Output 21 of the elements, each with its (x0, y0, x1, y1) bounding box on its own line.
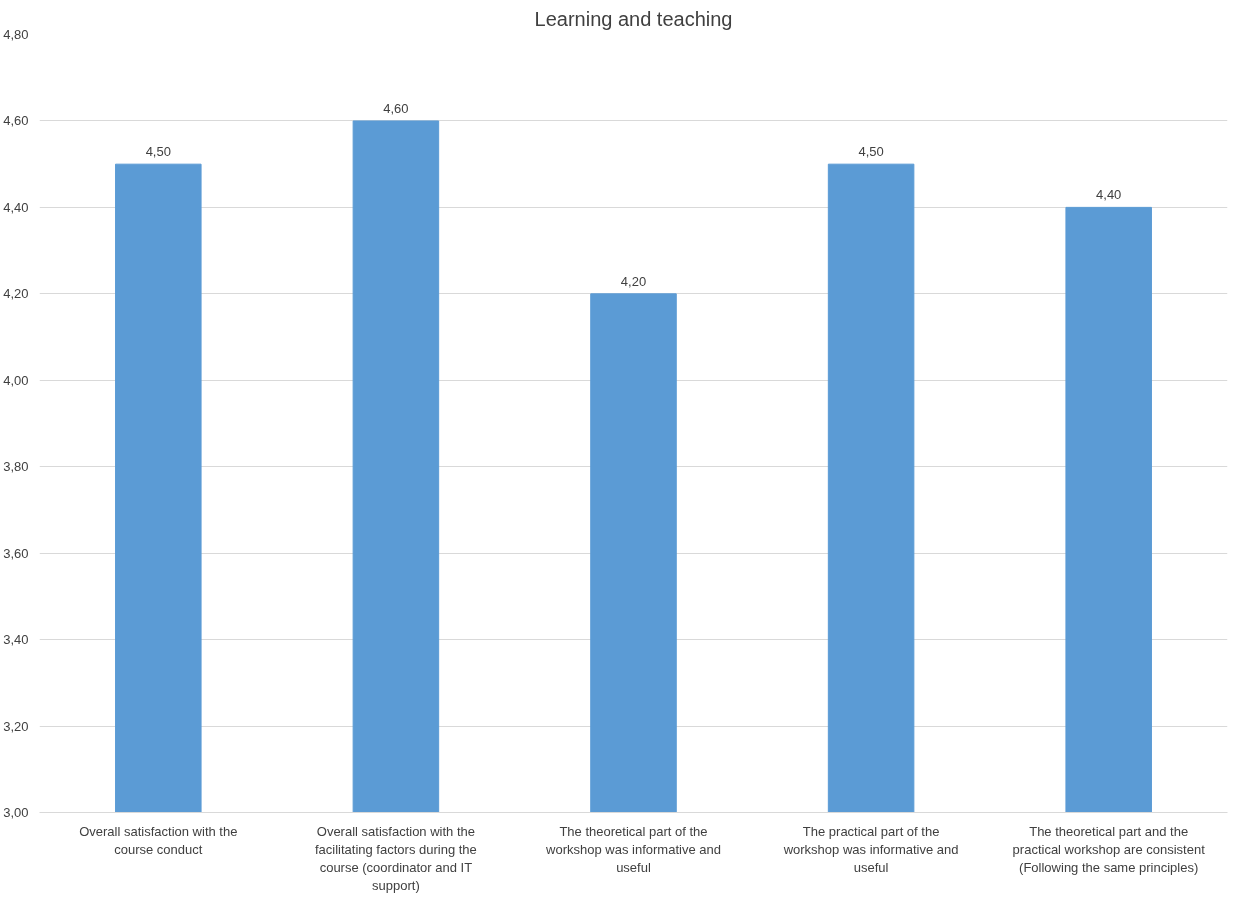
y-tick-label: 4,60 (3, 113, 29, 129)
data-label: 4,50 (145, 144, 171, 160)
x-tick-label: The practical part of the workshop was informative and useful (782, 823, 959, 875)
y-tick-label: 4,00 (3, 372, 29, 388)
y-tick-label: 3,00 (3, 805, 29, 820)
x-tick-label: Overall satisfaction with the facilitating factors during the course (coordinator and IT support) (314, 823, 477, 893)
x-tick-label: The theoretical part and the practical workshop are consistent (Following the same principles) (1012, 823, 1206, 875)
x-tick-label: Overall satisfaction with the course conduct (79, 823, 238, 857)
x-tick-label: The theoretical part of the workshop was informative and useful (545, 823, 721, 875)
data-label: 4,20 (620, 273, 647, 289)
data-label: 4,50 (858, 144, 884, 160)
data-label: 4,40 (1096, 187, 1122, 203)
chart-title: Learning and teaching (534, 7, 733, 30)
data-label: 4,60 (383, 100, 409, 116)
y-tick-label: 4,80 (3, 27, 29, 42)
y-tick-label: 3,80 (3, 459, 29, 475)
y-tick-label: 4,40 (3, 199, 29, 215)
y-tick-label: 4,20 (3, 286, 29, 302)
y-tick-label: 3,60 (3, 545, 29, 561)
y-tick-label: 3,40 (3, 632, 29, 648)
y-tick-label: 3,20 (3, 718, 29, 734)
